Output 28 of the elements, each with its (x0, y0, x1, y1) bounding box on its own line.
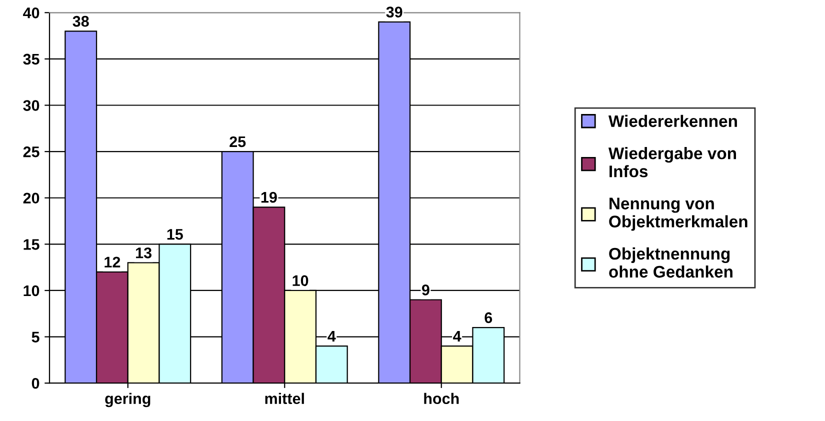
data-label: 39 (386, 6, 402, 18)
legend-label: Wiedergabe von Infos (608, 147, 736, 178)
y-tick-label: 0 (32, 378, 40, 389)
y-tick-label: 10 (24, 285, 40, 296)
data-label: 6 (484, 312, 492, 324)
data-label: 25 (230, 136, 246, 148)
data-label: 38 (72, 16, 89, 27)
legend-label: Nennung von Objektmerkmalen (609, 198, 748, 231)
data-label: 13 (136, 247, 152, 258)
y-tick-label: 20 (23, 192, 40, 204)
x-tick-label: gering (105, 392, 150, 408)
data-label: 4 (328, 330, 336, 342)
y-tick-label: 35 (23, 54, 40, 65)
y-tick-label: 15 (24, 239, 40, 250)
x-tick-label: mittel (265, 392, 304, 404)
data-label: 15 (167, 229, 183, 240)
legend-label: Objektnennung ohne Gedanken (609, 247, 732, 278)
data-label: 4 (453, 330, 462, 342)
y-tick-label: 25 (23, 146, 40, 158)
data-label: 12 (104, 256, 120, 268)
data-label: 9 (422, 284, 430, 296)
legend-label: Wiedererkennen (608, 114, 737, 128)
y-tick-label: 5 (32, 332, 40, 342)
y-tick-label: 40 (23, 8, 40, 18)
y-tick-label: 30 (23, 100, 40, 111)
x-tick-label: hoch (424, 392, 459, 404)
data-label: 10 (292, 275, 308, 286)
data-label: 19 (261, 192, 277, 203)
